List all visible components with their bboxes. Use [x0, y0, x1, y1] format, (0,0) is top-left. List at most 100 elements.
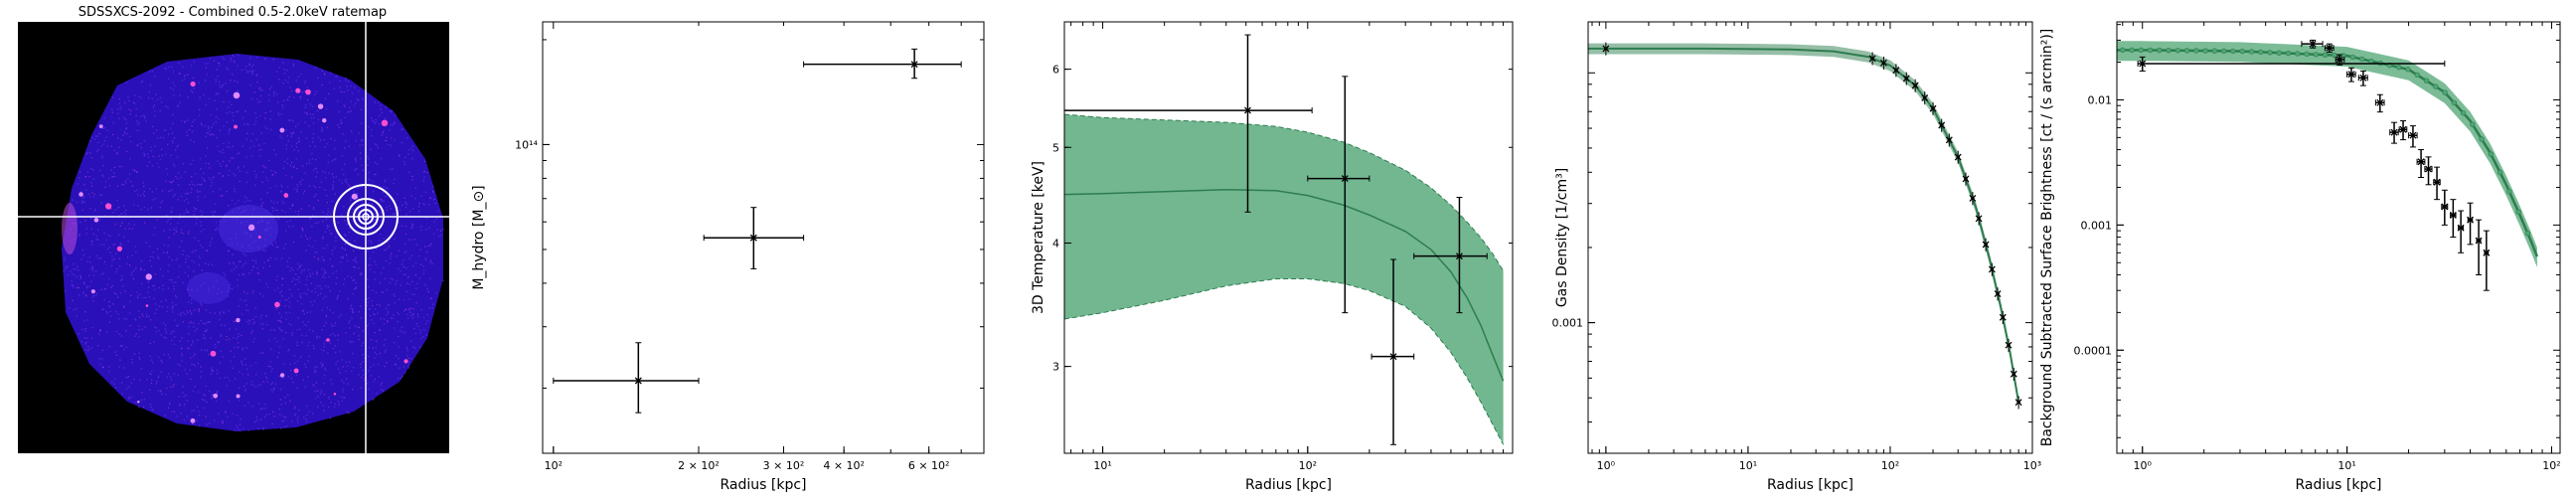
point-source [236, 317, 241, 323]
model-sample-marker [2332, 52, 2337, 59]
point-source [274, 301, 280, 308]
x-tick-label: 3 × 10² [763, 459, 805, 472]
point-source [90, 289, 95, 294]
y-tick-label: 0.001 [1552, 317, 1584, 330]
point-source [213, 393, 219, 399]
model-sample-marker [2524, 230, 2531, 237]
data-point [2390, 128, 2398, 136]
model-sample-marker [2322, 52, 2329, 58]
point-source [116, 246, 122, 251]
data-point [1969, 194, 1977, 202]
x-axis-label: Radius [kpc] [2295, 477, 2381, 493]
point-source [79, 192, 83, 197]
model-sample-marker [2220, 48, 2227, 54]
edge-emission [62, 203, 78, 254]
x-tick-label: 2 × 10² [678, 459, 720, 472]
model-sample-marker [2414, 72, 2420, 79]
y-axis-label: Gas Density [1/cm³] [1554, 168, 1570, 307]
data-point [2347, 71, 2355, 79]
data-point [1868, 55, 1876, 63]
hydro-mass-panel: 10² 2 × 10² 3 × 10² 4 × 10² 6 × 10² 10¹⁴ Radiu… [471, 21, 985, 493]
data-point [1982, 241, 1990, 249]
point-source [190, 81, 196, 87]
data-point [2409, 131, 2417, 139]
point-source [279, 127, 285, 133]
point-source [279, 373, 285, 378]
data-point [1389, 353, 1397, 361]
model-sample-marker [2304, 51, 2310, 58]
model-sample-marker [2396, 64, 2402, 71]
point-source [98, 124, 103, 128]
x-tick-label: 10² [1881, 459, 1899, 472]
data-point [2399, 125, 2407, 133]
y-tick-label: 0.0001 [2074, 344, 2113, 357]
plot-area [1588, 42, 2022, 410]
data-point [1341, 175, 1349, 183]
point-source [105, 203, 112, 210]
data-point [1602, 45, 1610, 53]
model-sample-marker [2451, 99, 2457, 106]
point-source [293, 368, 299, 374]
model-sample-marker [2147, 47, 2154, 54]
point-source [190, 418, 196, 423]
point-source [322, 117, 327, 123]
model-sample-marker [2202, 48, 2208, 54]
x-axis-label: Radius [kpc] [720, 477, 806, 493]
point-source [257, 236, 261, 240]
y-tick-label: 0.01 [2088, 93, 2113, 106]
model-sample-marker [2433, 84, 2439, 89]
x-tick-label: 10¹ [1093, 459, 1111, 472]
model-sample-marker [2183, 48, 2190, 54]
model-sample-marker [2496, 169, 2503, 176]
data-point [2441, 203, 2449, 211]
model-sample-marker [2166, 47, 2172, 54]
data-point [1879, 59, 1887, 67]
model-sample-marker [2174, 48, 2181, 54]
point-source [381, 119, 389, 127]
point-source [333, 393, 337, 396]
model-sample-marker [2248, 49, 2255, 55]
x-axis-label: Radius [kpc] [1245, 477, 1332, 493]
temperature-confidence-band [1064, 114, 1504, 445]
data-point [2014, 399, 2022, 407]
data-point [2417, 158, 2425, 166]
data-point [1456, 252, 1463, 260]
model-sample-marker [2358, 56, 2365, 63]
data-point [634, 377, 642, 385]
density-confidence-band [1588, 43, 2019, 409]
data-point [2483, 249, 2491, 256]
y-tick-label: 6 [1052, 64, 1059, 77]
data-point [910, 61, 918, 69]
model-sample-marker [2368, 58, 2374, 65]
x-tick-label: 4 × 10² [823, 459, 865, 472]
data-point [1902, 75, 1910, 83]
plot-frame [2116, 21, 2561, 454]
point-sources [79, 81, 408, 423]
point-source [93, 218, 99, 223]
model-sample-marker [2295, 51, 2301, 57]
cluster-core-glow [219, 205, 278, 252]
model-sample-marker [2267, 50, 2273, 56]
density-model-line [1588, 47, 2020, 403]
point-source [403, 359, 408, 364]
model-sample-marker [2285, 50, 2292, 57]
plot-area [1064, 34, 1505, 445]
point-source [305, 88, 311, 95]
plot-frame [1587, 21, 2033, 454]
point-source [247, 224, 255, 232]
density-panel: 10⁰ 10¹ 10² 10³ 0.001 Radius [kpc] Gas Density… [1552, 21, 2041, 493]
x-tick-label: 10¹ [2337, 459, 2355, 472]
y-tick-label: 4 [1052, 238, 1059, 250]
ratemap-image-panel: SDSSXCS-2092 - Combined 0.5-2.0keV ratem… [18, 5, 449, 453]
sb-confidence-band [2117, 41, 2537, 267]
data-point [1994, 290, 2002, 298]
surface-brightness-panel: 10⁰ 10¹ 10² 0.01 0.001 0.0001 Radius [kpc] Back… [2039, 21, 2561, 493]
point-source [326, 338, 330, 342]
model-sample-marker [2276, 50, 2282, 56]
band-lower-edge [1064, 278, 1505, 445]
point-source [283, 193, 289, 198]
point-source [145, 304, 149, 307]
data-point [2359, 74, 2367, 82]
data-point [2139, 60, 2147, 68]
